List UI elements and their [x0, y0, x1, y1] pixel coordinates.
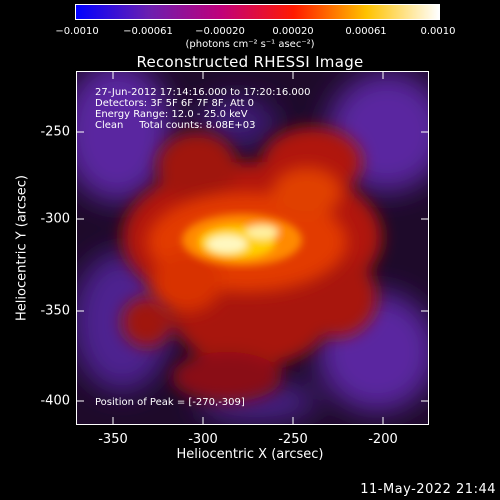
- colorbar-tick: 0.0010: [420, 26, 456, 37]
- colorbar-tick: −0.00061: [123, 26, 173, 37]
- time-range-text: 27-Jun-2012 17:14:16.000 to 17:20:16.000: [95, 87, 311, 98]
- peak-position-text: Position of Peak = [-270,-309]: [95, 397, 245, 408]
- y-tick-label: -300: [40, 211, 70, 227]
- x-tick-label: -200: [368, 432, 398, 447]
- x-tick-label: -250: [278, 432, 308, 447]
- rhessi-image: [77, 72, 428, 424]
- x-tick-label: -300: [188, 432, 218, 447]
- colorbar-tick: −0.00020: [195, 26, 245, 37]
- colorbar-units: (photons cm⁻² s⁻¹ asec⁻²): [185, 39, 315, 50]
- y-axis-title: Heliocentric Y (arcsec): [14, 175, 30, 321]
- y-tick-label: -400: [40, 393, 70, 409]
- y-tick-label: -350: [40, 303, 70, 319]
- image-title: Reconstructed RHESSI Image: [136, 53, 364, 71]
- plot-frame: [76, 71, 429, 425]
- clean-counts-text: Clean Total counts: 8.08E+03: [95, 120, 256, 131]
- energy-range-text: Energy Range: 12.0 - 25.0 keV: [95, 109, 248, 120]
- timestamp: 11-May-2022 21:44: [360, 482, 496, 497]
- colorbar: [75, 4, 440, 20]
- colorbar-tick: −0.0010: [55, 26, 99, 37]
- y-tick-label: -250: [40, 124, 70, 140]
- colorbar-tick: 0.00061: [345, 26, 387, 37]
- colorbar-tick: 0.00020: [272, 26, 314, 37]
- detectors-text: Detectors: 3F 5F 6F 7F 8F, Att 0: [95, 98, 255, 109]
- x-tick-label: -350: [98, 432, 128, 447]
- x-axis-title: Heliocentric X (arcsec): [176, 447, 324, 462]
